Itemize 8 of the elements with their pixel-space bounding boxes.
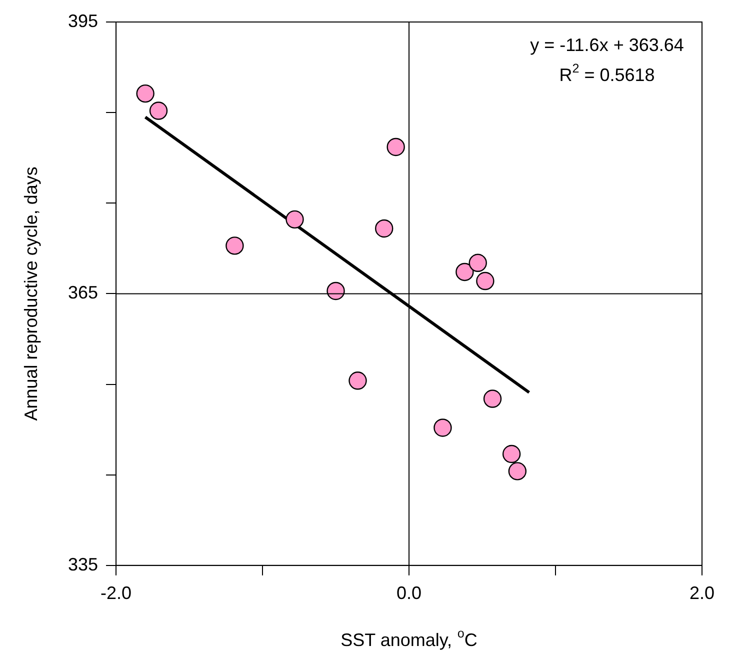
y-tick-label: 335: [68, 554, 98, 574]
y-tick-label: 395: [68, 10, 98, 31]
x-tick-label: 0.0: [396, 583, 422, 604]
x-tick-label: -2.0: [100, 583, 132, 604]
annotation: y = -11.6x + 363.64: [530, 34, 684, 55]
y-tick-label: 365: [68, 282, 98, 303]
y-axis-title: Annual reproductive cycle, days: [20, 166, 41, 421]
x-tick-label: 2.0: [689, 583, 715, 604]
